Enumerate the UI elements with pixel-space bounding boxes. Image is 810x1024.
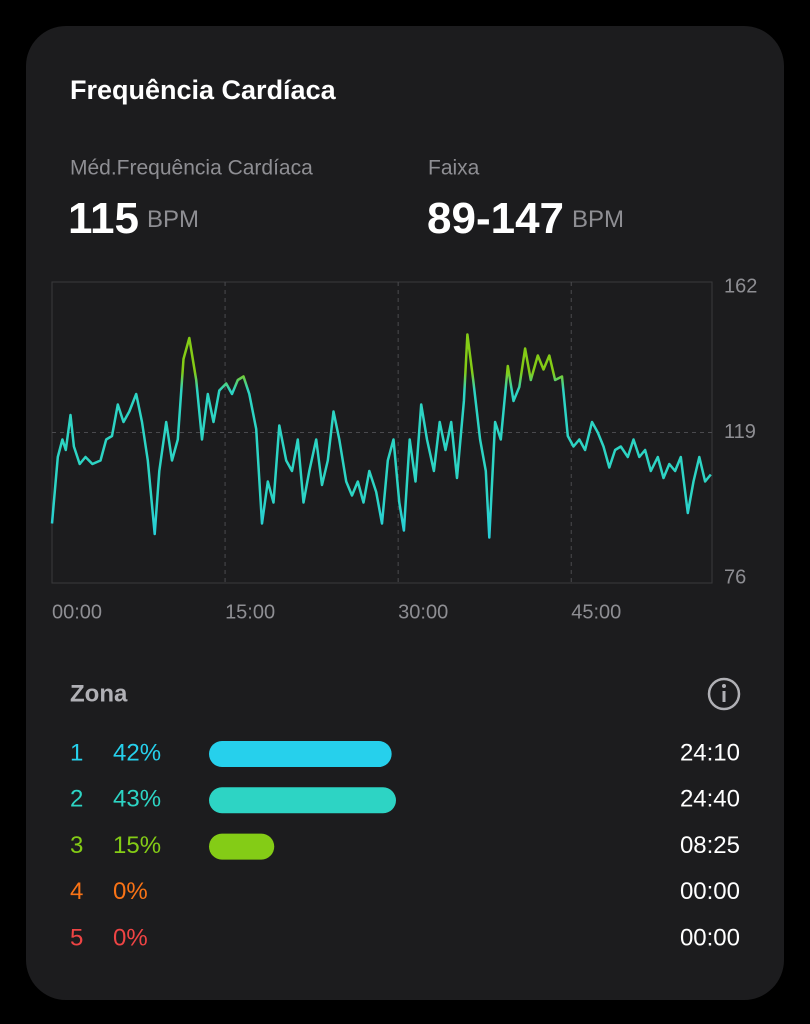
y-tick-label: 76 (724, 566, 746, 588)
zone-time: 00:00 (680, 925, 740, 952)
stat-label: Faixa (428, 157, 480, 180)
y-tick-label: 162 (724, 275, 757, 297)
zones: 1 42% 24:10 2 43% 24:40 3 15% 08:25 4 0% 00:00 5 0% 00… (70, 739, 740, 951)
stat-value: 115 BPM (68, 194, 199, 243)
x-tick-label: 15:00 (225, 601, 275, 623)
info-icon[interactable] (707, 677, 741, 711)
zone-number: 4 (70, 878, 83, 905)
zone-percent: 0% (113, 925, 148, 952)
zone-bar (209, 833, 275, 860)
zone-time: 24:10 (680, 739, 740, 766)
heart-rate-line (50, 333, 712, 539)
zone-percent: 0% (113, 878, 148, 905)
zones-title: Zona (70, 680, 128, 707)
zone-bar (209, 741, 392, 767)
zone-time: 00:00 (680, 878, 740, 905)
zone-number: 1 (70, 739, 83, 766)
zone-number: 5 (70, 925, 83, 952)
stat-label: Méd.Frequência Cardíaca (70, 157, 313, 180)
title: Frequência Cardíaca (70, 75, 337, 105)
zone-bar (209, 787, 396, 814)
zone-percent: 42% (113, 739, 161, 766)
zone-number: 3 (70, 832, 83, 859)
zone-percent: 43% (113, 786, 161, 813)
x-tick-label: 45:00 (571, 601, 621, 623)
x-tick-label: 00:00 (52, 601, 102, 623)
x-tick-label: 30:00 (398, 601, 448, 623)
plot: 76 119 162 00:00 15:00 30:00 45:00 (50, 275, 757, 623)
stat-value: 89-147 BPM (427, 194, 624, 243)
zone-time: 24:40 (680, 786, 740, 813)
zone-time: 08:25 (680, 832, 740, 859)
y-tick-label: 119 (724, 421, 756, 443)
zone-percent: 15% (113, 832, 161, 859)
zone-number: 2 (70, 786, 83, 813)
